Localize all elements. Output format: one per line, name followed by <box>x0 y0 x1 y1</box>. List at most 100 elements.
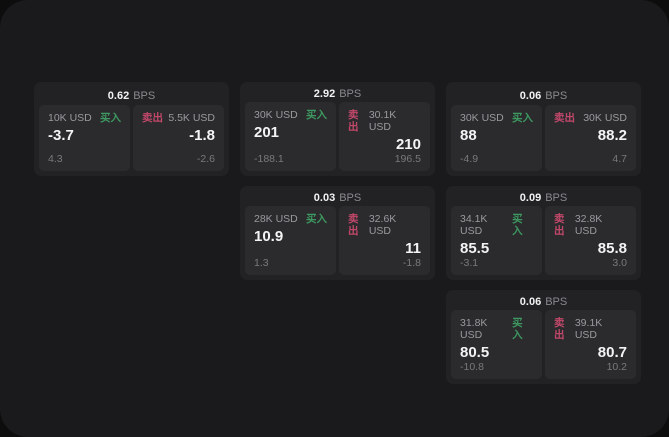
card-header: 0.06 BPS <box>451 294 636 310</box>
sell-label-row: 卖出 30K USD <box>554 112 627 124</box>
card-body: 28K USD 买入 10.9 1.3 卖出 32.6K USD 11 -1.8 <box>245 206 430 275</box>
sell-price: 85.8 <box>597 240 627 257</box>
buy-quote-tile[interactable]: 31.8K USD 买入 80.5 -10.8 <box>451 310 542 379</box>
card-body: 10K USD 买入 -3.7 4.3 卖出 5.5K USD -1.8 -2.… <box>39 105 224 171</box>
sell-label-row: 卖出 32.6K USD <box>348 213 421 237</box>
sell-price: 11 <box>405 240 421 257</box>
sell-change: 4.7 <box>612 153 627 165</box>
buy-price: 10.9 <box>254 228 284 245</box>
card-header: 0.62 BPS <box>39 86 224 105</box>
bps-value: 2.92 <box>313 88 336 100</box>
buy-price: 201 <box>254 124 280 141</box>
buy-side-label: 买入 <box>512 213 523 237</box>
bps-value: 0.62 <box>107 89 130 102</box>
quote-card: 0.03 BPS 28K USD 买入 10.9 1.3 卖出 32.6K US… <box>240 186 435 280</box>
sell-quote-tile[interactable]: 卖出 5.5K USD -1.8 -2.6 <box>133 105 224 171</box>
buy-label-row: 10K USD 买入 <box>48 112 121 124</box>
buy-change: -4.9 <box>460 153 479 165</box>
sell-label-row: 卖出 30.1K USD <box>348 109 421 133</box>
quote-card: 0.62 BPS 10K USD 买入 -3.7 4.3 卖出 5.5K USD… <box>34 82 229 176</box>
buy-amount: 28K USD <box>254 213 298 225</box>
sell-quote-tile[interactable]: 卖出 39.1K USD 80.7 10.2 <box>545 310 636 379</box>
sell-change: -1.8 <box>402 257 421 269</box>
buy-amount: 34.1K USD <box>460 213 488 237</box>
buy-side-label: 买入 <box>306 109 327 121</box>
bps-value: 0.03 <box>313 192 336 204</box>
quote-card: 0.06 BPS 30K USD 买入 88 -4.9 卖出 30K USD 8… <box>446 82 641 176</box>
bps-unit-label: BPS <box>339 88 362 100</box>
bps-unit-label: BPS <box>339 192 362 204</box>
sell-price: 88.2 <box>597 127 627 144</box>
sell-change: -2.6 <box>196 153 215 165</box>
buy-quote-tile[interactable]: 30K USD 买入 88 -4.9 <box>451 105 542 171</box>
sell-quote-tile[interactable]: 卖出 32.6K USD 11 -1.8 <box>339 206 430 275</box>
buy-side-label: 买入 <box>512 112 533 124</box>
sell-amount: 32.6K USD <box>368 213 397 237</box>
buy-side-label: 买入 <box>306 213 327 225</box>
sell-side-label: 卖出 <box>554 317 565 341</box>
sell-amount: 30K USD <box>583 112 627 124</box>
buy-quote-tile[interactable]: 30K USD 买入 201 -188.1 <box>245 102 336 171</box>
card-body: 31.8K USD 买入 80.5 -10.8 卖出 39.1K USD 80.… <box>451 310 636 379</box>
bps-unit-label: BPS <box>545 296 568 308</box>
sell-label-row: 卖出 5.5K USD <box>142 112 215 124</box>
sell-quote-tile[interactable]: 卖出 30K USD 88.2 4.7 <box>545 105 636 171</box>
sell-side-label: 卖出 <box>142 112 163 124</box>
sell-change: 3.0 <box>612 257 627 269</box>
buy-price: 88 <box>460 127 477 144</box>
bps-value: 0.06 <box>519 296 542 308</box>
buy-price: 85.5 <box>460 240 490 257</box>
sell-side-label: 卖出 <box>348 213 359 237</box>
buy-change: 1.3 <box>254 257 269 269</box>
quote-card: 0.09 BPS 34.1K USD 买入 85.5 -3.1 卖出 32.8K… <box>446 186 641 280</box>
buy-change: -3.1 <box>460 257 479 269</box>
bps-value: 0.06 <box>519 89 542 102</box>
buy-amount: 30K USD <box>460 112 504 124</box>
buy-label-row: 30K USD 买入 <box>254 109 327 121</box>
sell-change: 196.5 <box>394 153 421 165</box>
sell-quote-tile[interactable]: 卖出 30.1K USD 210 196.5 <box>339 102 430 171</box>
sell-price: 210 <box>395 136 421 153</box>
buy-label-row: 31.8K USD 买入 <box>460 317 533 341</box>
sell-label-row: 卖出 39.1K USD <box>554 317 627 341</box>
buy-quote-tile[interactable]: 10K USD 买入 -3.7 4.3 <box>39 105 130 171</box>
sell-label-row: 卖出 32.8K USD <box>554 213 627 237</box>
card-header: 0.09 BPS <box>451 190 636 206</box>
buy-amount: 31.8K USD <box>460 317 488 341</box>
card-body: 30K USD 买入 88 -4.9 卖出 30K USD 88.2 4.7 <box>451 105 636 171</box>
buy-amount: 10K USD <box>48 112 92 124</box>
quote-card: 0.06 BPS 31.8K USD 买入 80.5 -10.8 卖出 39.1… <box>446 290 641 384</box>
sell-price: -1.8 <box>189 127 215 144</box>
card-body: 30K USD 买入 201 -188.1 卖出 30.1K USD 210 1… <box>245 102 430 171</box>
sell-change: 10.2 <box>606 361 627 373</box>
buy-side-label: 买入 <box>100 112 121 124</box>
sell-amount: 30.1K USD <box>368 109 397 133</box>
buy-label-row: 34.1K USD 买入 <box>460 213 533 237</box>
buy-side-label: 买入 <box>512 317 523 341</box>
card-header: 0.03 BPS <box>245 190 430 206</box>
quote-cards-grid: 0.62 BPS 10K USD 买入 -3.7 4.3 卖出 5.5K USD… <box>34 82 641 384</box>
buy-label-row: 28K USD 买入 <box>254 213 327 225</box>
buy-price: 80.5 <box>460 344 490 361</box>
buy-label-row: 30K USD 买入 <box>460 112 533 124</box>
buy-change: 4.3 <box>48 153 63 165</box>
sell-side-label: 卖出 <box>554 112 575 124</box>
sell-amount: 32.8K USD <box>574 213 603 237</box>
buy-quote-tile[interactable]: 34.1K USD 买入 85.5 -3.1 <box>451 206 542 275</box>
buy-price: -3.7 <box>48 127 74 144</box>
sell-price: 80.7 <box>597 344 627 361</box>
buy-change: -188.1 <box>254 153 284 165</box>
bps-unit-label: BPS <box>545 89 568 102</box>
bps-unit-label: BPS <box>133 89 156 102</box>
card-header: 0.06 BPS <box>451 86 636 105</box>
buy-amount: 30K USD <box>254 109 298 121</box>
bps-value: 0.09 <box>519 192 542 204</box>
bps-unit-label: BPS <box>545 192 568 204</box>
sell-amount: 39.1K USD <box>574 317 603 341</box>
card-header: 2.92 BPS <box>245 86 430 102</box>
card-body: 34.1K USD 买入 85.5 -3.1 卖出 32.8K USD 85.8… <box>451 206 636 275</box>
sell-quote-tile[interactable]: 卖出 32.8K USD 85.8 3.0 <box>545 206 636 275</box>
buy-change: -10.8 <box>460 361 484 373</box>
buy-quote-tile[interactable]: 28K USD 买入 10.9 1.3 <box>245 206 336 275</box>
